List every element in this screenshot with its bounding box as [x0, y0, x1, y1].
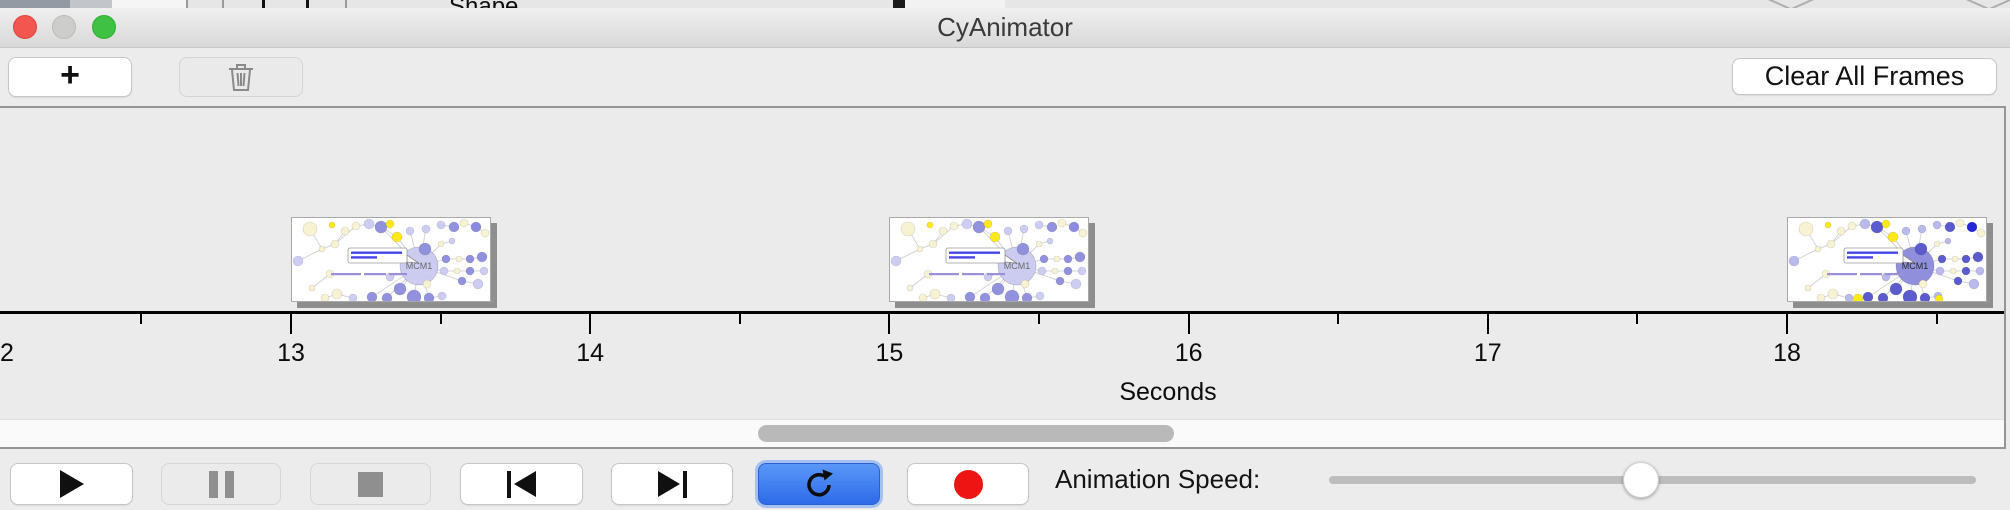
ruler-tick-label: 14 — [576, 339, 605, 367]
skip-end-icon — [657, 471, 680, 497]
network-thumbnail: MCM1 — [292, 218, 490, 301]
background-app-strip: Shape — [0, 0, 2010, 8]
background-fragment — [70, 0, 112, 8]
timeline-axis — [0, 311, 2004, 314]
background-fragment — [905, 0, 1005, 8]
delete-frame-button[interactable] — [179, 57, 303, 97]
frame-thumbnail[interactable]: MCM1 — [291, 217, 491, 302]
svg-text:MCM1: MCM1 — [1902, 261, 1929, 271]
background-fragment — [112, 0, 186, 8]
ruler-tick — [439, 314, 442, 324]
background-fragment — [0, 0, 70, 8]
clear-all-frames-button[interactable]: Clear All Frames — [1732, 58, 1997, 95]
ruler-tick-label: 16 — [1174, 339, 1203, 367]
animation-speed-label: Animation Speed: — [1055, 464, 1261, 494]
trash-icon — [229, 64, 253, 91]
loop-icon — [807, 469, 833, 497]
window-title: CyAnimator — [937, 12, 1073, 42]
partial-tick-label: 2 — [0, 339, 14, 367]
skip-to-start-button[interactable] — [460, 463, 583, 505]
ruler-tick — [1935, 314, 1938, 324]
record-button[interactable] — [907, 463, 1029, 505]
ruler-tick — [290, 314, 292, 334]
background-text-fragment: Shape — [449, 0, 518, 8]
skip-start-icon — [507, 470, 511, 498]
frame-thumbnail[interactable]: MCM1 — [889, 217, 1089, 302]
window-titlebar: CyAnimator — [0, 8, 2010, 48]
play-icon — [59, 470, 84, 498]
speed-slider-thumb[interactable] — [1622, 462, 1659, 498]
timeline-panel: 13 14 15 16 17 18 2 Seconds MCM1 MCM1 MCM1 — [0, 106, 2006, 449]
ruler-tick — [1786, 314, 1788, 334]
ruler-tick — [738, 314, 741, 324]
play-button[interactable] — [10, 463, 133, 505]
timeline-scrollbar[interactable] — [0, 419, 2004, 447]
skip-to-end-button[interactable] — [611, 463, 733, 505]
close-window-button[interactable] — [13, 15, 37, 39]
ruler-tick — [1337, 314, 1340, 324]
background-fragment — [893, 0, 905, 8]
svg-text:MCM1: MCM1 — [1004, 261, 1031, 271]
ruler-tick-label: 17 — [1473, 339, 1502, 367]
zoom-window-button[interactable] — [92, 15, 116, 39]
animation-speed-slider[interactable] — [1329, 462, 1976, 498]
ruler-tick — [1486, 314, 1489, 334]
ruler-tick — [888, 314, 891, 334]
frame-thumbnail[interactable]: MCM1 — [1787, 217, 1987, 302]
ruler-tick-label: 18 — [1773, 339, 1801, 367]
stop-icon — [358, 471, 383, 497]
add-frame-button[interactable]: + — [8, 57, 132, 97]
minimize-window-button[interactable] — [52, 15, 76, 39]
stop-button[interactable] — [310, 463, 431, 505]
ruler-tick-label: 15 — [875, 339, 904, 367]
record-icon — [953, 469, 983, 499]
pause-icon — [208, 470, 218, 498]
pause-button[interactable] — [161, 463, 281, 505]
loop-button[interactable] — [758, 463, 880, 505]
clear-all-frames-label: Clear All Frames — [1764, 61, 1965, 91]
plus-icon: + — [60, 56, 80, 94]
network-thumbnail: MCM1 — [890, 218, 1088, 301]
transport-bar: Animation Speed: — [0, 449, 2010, 510]
ruler-tick — [589, 314, 592, 334]
svg-text:MCM1: MCM1 — [406, 261, 433, 271]
ruler-tick — [1636, 314, 1639, 324]
ruler-tick — [140, 314, 143, 324]
ruler-tick-label: 13 — [277, 339, 305, 367]
axis-unit-label: Seconds — [1119, 378, 1217, 406]
ruler-tick — [1187, 314, 1190, 334]
ruler-tick — [1038, 314, 1040, 324]
network-thumbnail: MCM1 — [1788, 218, 1986, 301]
scrollbar-thumb[interactable] — [757, 425, 1175, 442]
